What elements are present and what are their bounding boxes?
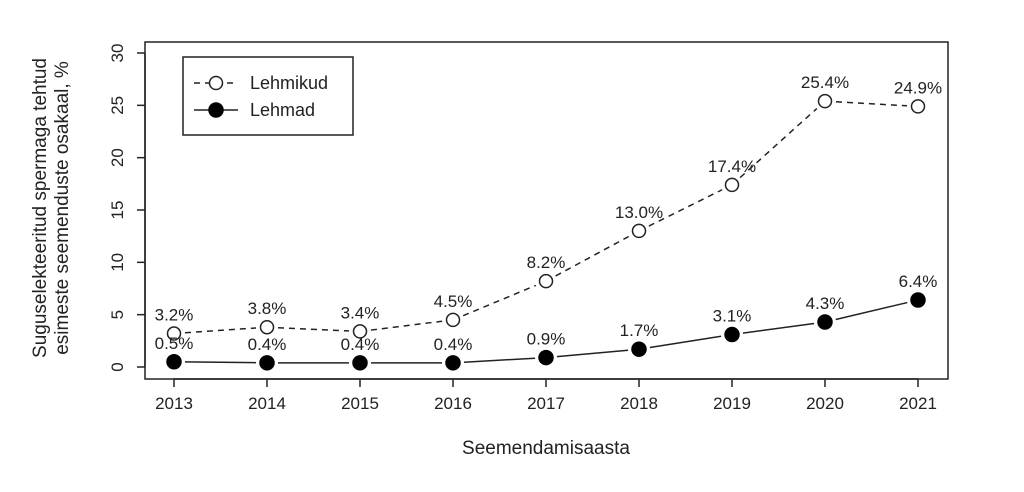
x-tick-label: 2020 [806, 394, 844, 413]
data-point-lehmikud [352, 324, 368, 339]
legend: Lehmikud Lehmad [182, 56, 354, 136]
y-tick-label: 30 [108, 44, 127, 63]
series-line-segment-lehmad [463, 357, 536, 363]
y-tick-label: 20 [108, 148, 127, 167]
data-point-lehmikud [166, 326, 182, 341]
data-label-lehmikud: 3.2% [155, 306, 194, 325]
data-point-lehmikud [538, 273, 554, 289]
x-tick-label: 2016 [434, 394, 472, 413]
x-tick-label: 2015 [341, 394, 379, 413]
series-line-segment-lehmikud [835, 101, 908, 107]
series-line-segment-lehmad [649, 335, 722, 349]
x-axis: 2013 2014 2015 2016 2017 2018 2019 2020 2021 [155, 378, 937, 413]
legend-label-lehmad: Lehmad [250, 100, 315, 120]
legend-marker-lehmikud [208, 75, 224, 91]
x-tick-label: 2018 [620, 394, 658, 413]
data-point-lehmad [259, 355, 275, 371]
series-line-segment-lehmikud [277, 326, 350, 332]
data-label-lehmikud: 13.0% [615, 203, 663, 222]
data-label-lehmikud: 17.4% [708, 157, 756, 176]
y-axis: 0 5 10 15 20 25 30 [108, 44, 146, 372]
data-point-lehmad [352, 355, 368, 371]
legend-box [182, 56, 354, 136]
data-point-lehmad [817, 314, 833, 330]
data-label-lehmikud: 4.5% [434, 292, 473, 311]
data-point-lehmad [910, 292, 926, 308]
x-tick-label: 2013 [155, 394, 193, 413]
data-label-lehmikud: 8.2% [527, 253, 566, 272]
y-axis-title-line1: Suguselekteeritud spermaga tehtud [30, 58, 51, 358]
data-label-lehmad: 0.5% [155, 334, 194, 353]
data-point-lehmad [166, 354, 182, 370]
data-label-lehmad: 1.7% [620, 321, 659, 340]
series-line-segment-lehmikud [555, 235, 630, 277]
x-tick-label: 2014 [248, 394, 286, 413]
x-tick-label: 2019 [713, 394, 751, 413]
series-line-segment-lehmikud [184, 327, 257, 334]
data-point-lehmad [538, 349, 554, 366]
x-tick-label: 2021 [899, 394, 937, 413]
x-axis-title: Seemendamisaasta [462, 438, 630, 459]
data-point-lehmikud [724, 177, 740, 193]
data-point-lehmad [631, 341, 647, 357]
data-label-layer: 3.2% 3.8% 3.4% 4.5% 8.2% 13.0% 17.4% 25.4% 24.9%… [155, 73, 942, 354]
data-label-lehmikud: 3.8% [248, 299, 287, 318]
series-line-segment-lehmad [184, 361, 257, 364]
series-line-segment-lehmad [835, 301, 908, 321]
data-label-lehmad: 0.4% [434, 335, 473, 354]
data-point-lehmikud [910, 99, 926, 114]
series-line-segment-lehmad [742, 322, 815, 334]
y-tick-label: 15 [108, 201, 127, 220]
data-label-lehmad: 0.9% [527, 330, 566, 349]
data-label-lehmikud: 3.4% [341, 303, 380, 322]
data-point-lehmad [724, 326, 740, 343]
data-point-lehmikud [631, 223, 647, 239]
data-label-lehmad: 4.3% [806, 294, 845, 313]
data-point-lehmikud [817, 93, 833, 109]
legend-label-lehmikud: Lehmikud [250, 73, 328, 93]
y-tick-label: 10 [108, 253, 127, 272]
series-line-segment-lehmikud [462, 284, 537, 317]
y-axis-title-line2: esimeste seemenduste osakaal, % [52, 61, 73, 355]
data-label-lehmad: 0.4% [341, 335, 380, 354]
data-point-lehmikud [259, 319, 275, 335]
data-label-lehmad: 6.4% [899, 272, 938, 291]
y-tick-label: 25 [108, 96, 127, 115]
series-line-segment-lehmad [556, 349, 629, 358]
series-line-segment-lehmikud [648, 189, 723, 227]
data-label-lehmad: 3.1% [713, 307, 752, 326]
y-tick-label: 5 [108, 310, 127, 319]
data-label-lehmad: 0.4% [248, 335, 287, 354]
data-point-lehmad [445, 355, 461, 371]
data-point-lehmikud [445, 312, 461, 328]
data-label-lehmikud: 25.4% [801, 73, 849, 92]
series-layer [166, 93, 926, 371]
data-label-lehmikud: 24.9% [894, 78, 942, 97]
y-tick-label: 0 [108, 362, 127, 371]
series-line-segment-lehmikud [370, 320, 443, 331]
legend-marker-lehmad [208, 102, 224, 118]
x-tick-label: 2017 [527, 394, 565, 413]
